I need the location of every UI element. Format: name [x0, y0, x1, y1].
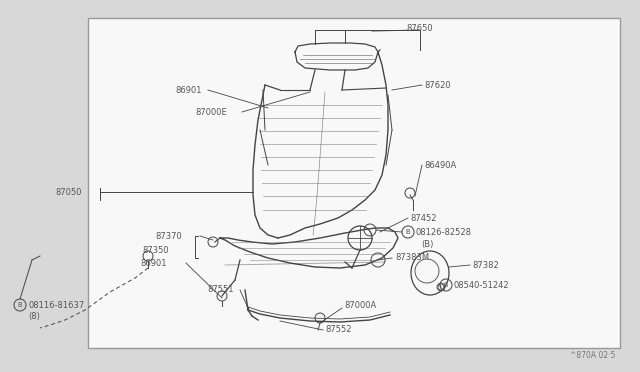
Text: 08116-81637: 08116-81637 [28, 301, 84, 310]
Text: 87552: 87552 [325, 326, 351, 334]
Text: 08540-51242: 08540-51242 [454, 280, 509, 289]
Text: B: B [18, 302, 22, 308]
Text: 87050: 87050 [55, 187, 81, 196]
Text: 08126-82528: 08126-82528 [416, 228, 472, 237]
Text: 86901: 86901 [175, 86, 202, 94]
Text: (B): (B) [421, 240, 433, 248]
Text: 87452: 87452 [410, 214, 436, 222]
Text: 86490A: 86490A [424, 160, 456, 170]
Text: 87370: 87370 [155, 231, 182, 241]
Text: 87382: 87382 [472, 260, 499, 269]
Text: 86901: 86901 [140, 259, 166, 267]
Text: S: S [444, 282, 448, 288]
Bar [88, 18, 620, 348]
Text: ^870A 02·5: ^870A 02·5 [570, 350, 615, 359]
Text: 87551: 87551 [207, 285, 234, 295]
Text: 87350: 87350 [142, 246, 168, 254]
Text: 87000A: 87000A [344, 301, 376, 310]
Text: B: B [406, 229, 410, 235]
Text: 87620: 87620 [424, 80, 451, 90]
Text: 87000E: 87000E [195, 108, 227, 116]
Text: 87383M: 87383M [395, 253, 429, 263]
Text: (8): (8) [28, 312, 40, 321]
Text: 87650: 87650 [406, 23, 433, 32]
